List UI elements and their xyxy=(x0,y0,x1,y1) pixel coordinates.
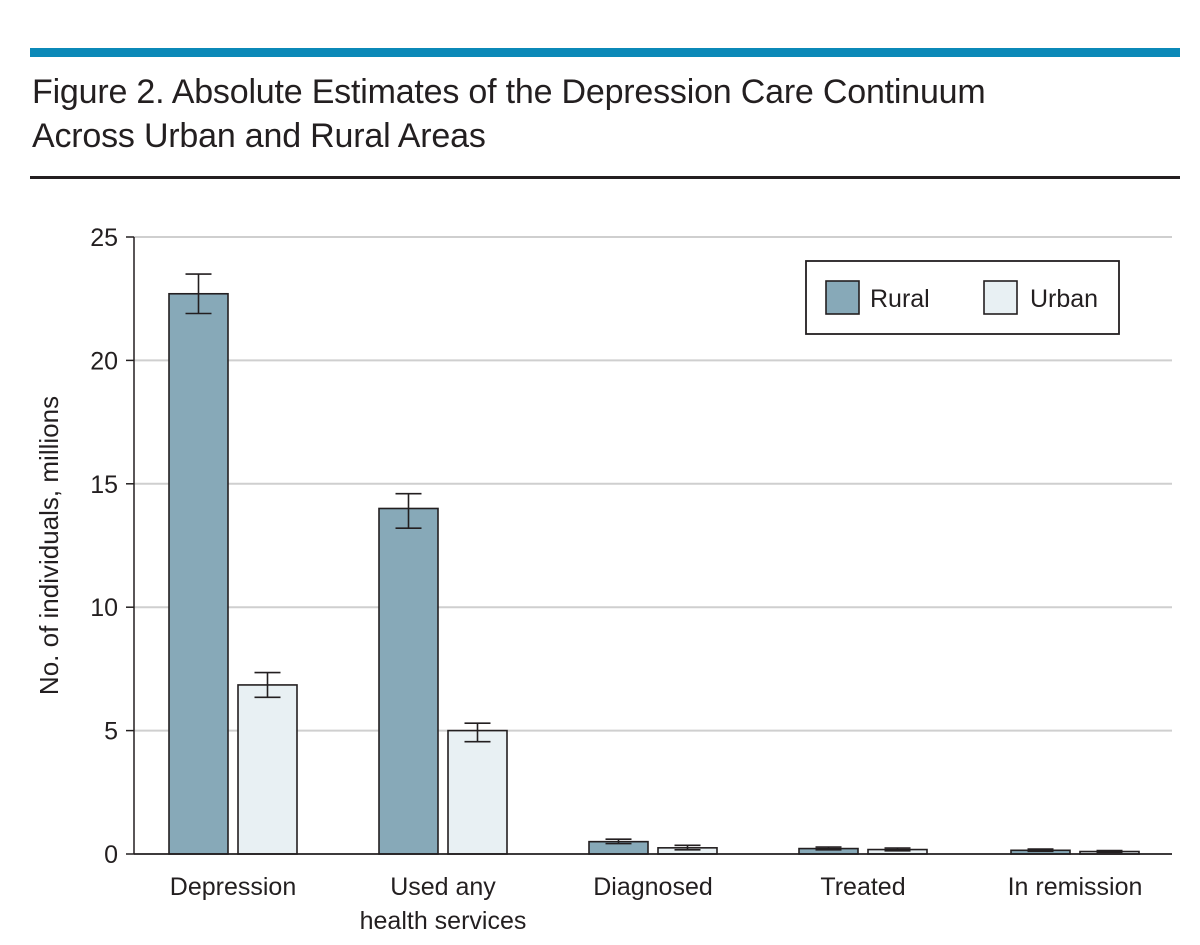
x-tick-label-line: health services xyxy=(360,907,527,935)
y-tick-label: 10 xyxy=(90,594,118,622)
legend-swatch-rural xyxy=(825,280,860,315)
legend-label-rural: Rural xyxy=(870,285,930,313)
figure-title-line-1: Figure 2. Absolute Estimates of the Depr… xyxy=(32,73,986,111)
y-tick-label: 5 xyxy=(104,718,118,746)
x-tick-label-line: Diagnosed xyxy=(593,873,713,901)
bar-rural xyxy=(168,292,229,855)
legend-swatch-urban xyxy=(983,280,1018,315)
title-rule xyxy=(30,176,1180,179)
x-tick-label-line: In remission xyxy=(1008,873,1143,901)
x-tick-label: In remission xyxy=(1008,873,1143,901)
accent-bar xyxy=(30,48,1180,57)
x-tick-label-line: Treated xyxy=(820,873,905,901)
bar-urban xyxy=(447,729,508,855)
legend-label-urban: Urban xyxy=(1030,285,1098,313)
x-tick-label: Diagnosed xyxy=(593,873,713,901)
y-tick-label: 15 xyxy=(90,471,118,499)
y-axis-title: No. of individuals, millions xyxy=(34,396,64,695)
bar-urban xyxy=(237,684,298,855)
x-tick-label-line: Used any xyxy=(390,873,496,901)
x-tick-label: Depression xyxy=(170,873,296,901)
y-tick-label: 25 xyxy=(90,224,118,252)
x-tick-label: Used any health services xyxy=(360,873,527,935)
figure-title: Figure 2. Absolute Estimates of the Depr… xyxy=(32,70,1152,158)
y-tick-label: 0 xyxy=(104,841,118,869)
x-tick-label: Treated xyxy=(820,873,905,901)
bar-rural xyxy=(378,507,439,855)
y-tick-label: 20 xyxy=(90,347,118,375)
x-tick-label-line: Depression xyxy=(170,873,296,901)
figure-title-line-2: Across Urban and Rural Areas xyxy=(32,117,486,155)
